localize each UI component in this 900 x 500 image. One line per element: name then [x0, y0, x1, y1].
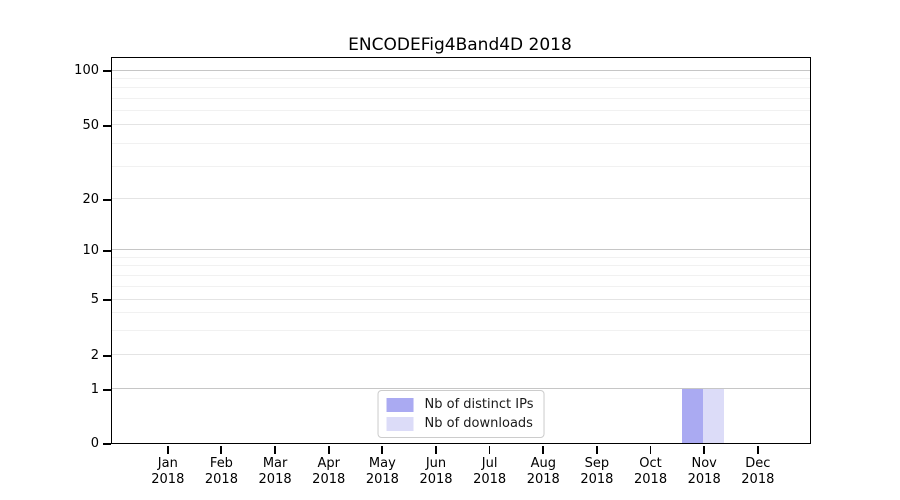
gridline-100: [112, 69, 810, 71]
y-tick-label-0: 0: [90, 435, 99, 451]
x-tick-month: Feb: [209, 455, 233, 471]
x-tick-dec: [756, 445, 759, 454]
x-tick-month: Mar: [262, 455, 288, 471]
bar-distinct-ips-nov: [682, 389, 704, 443]
x-tick-month: Jul: [481, 455, 498, 471]
gridline-minor-3: [112, 329, 810, 331]
x-tick-year: 2018: [741, 471, 775, 487]
gridline-20: [112, 198, 810, 200]
x-tick-label-mar: Mar 2018: [240, 456, 310, 488]
x-tick-label-oct: Oct 2018: [616, 456, 686, 488]
gridline-minor-90: [112, 77, 810, 79]
gridline-minor-8: [112, 265, 810, 267]
x-tick-month: Nov: [691, 455, 717, 471]
y-tick-label-5: 5: [90, 291, 99, 307]
x-tick-label-may: May 2018: [347, 456, 417, 488]
x-tick-year: 2018: [365, 471, 399, 487]
gridline-minor-4: [112, 312, 810, 314]
x-tick-sep: [595, 445, 598, 454]
gridline-minor-70: [112, 97, 810, 99]
legend-item-distinct-ips: Nb of distinct IPs: [386, 397, 534, 412]
x-tick-label-nov: Nov 2018: [669, 456, 739, 488]
x-tick-month: Dec: [745, 455, 771, 471]
y-tick-label-10: 10: [82, 242, 99, 258]
legend: Nb of distinct IPs Nb of downloads: [377, 390, 545, 438]
x-tick-year: 2018: [312, 471, 346, 487]
y-tick-label-20: 20: [82, 191, 99, 207]
gridline-5: [112, 298, 810, 300]
x-tick-year: 2018: [151, 471, 185, 487]
y-tick-label-100: 100: [74, 62, 99, 78]
gridline-minor-80: [112, 87, 810, 89]
gridline-1: [112, 388, 810, 390]
x-tick-jan: [166, 445, 169, 454]
x-tick-label-jun: Jun 2018: [401, 456, 471, 488]
y-tick-label-1: 1: [90, 381, 99, 397]
y-tick-label-50: 50: [82, 117, 99, 133]
bar-downloads-nov: [703, 389, 725, 443]
x-tick-year: 2018: [204, 471, 238, 487]
x-tick-label-aug: Aug 2018: [508, 456, 578, 488]
x-tick-month: Oct: [639, 455, 662, 471]
x-tick-may: [381, 445, 384, 454]
y-tick-0: [103, 442, 111, 445]
x-tick-year: 2018: [473, 471, 507, 487]
gridline-minor-7: [112, 274, 810, 276]
x-tick-year: 2018: [687, 471, 721, 487]
legend-swatch-downloads: [386, 416, 414, 431]
y-tick-label-2: 2: [90, 347, 99, 363]
x-tick-apr: [327, 445, 330, 454]
gridline-2: [112, 354, 810, 356]
gridline-minor-6: [112, 285, 810, 287]
x-tick-feb: [220, 445, 223, 454]
y-tick-20: [103, 198, 111, 201]
x-tick-label-jan: Jan 2018: [133, 456, 203, 488]
x-tick-month: Jun: [425, 455, 447, 471]
legend-item-downloads: Nb of downloads: [386, 416, 534, 431]
x-tick-month: Sep: [584, 455, 610, 471]
x-tick-month: Apr: [317, 455, 340, 471]
x-tick-month: May: [368, 455, 396, 471]
y-tick-2: [103, 354, 111, 357]
gridline-minor-40: [112, 142, 810, 144]
y-tick-10: [103, 249, 111, 252]
x-tick-label-sep: Sep 2018: [562, 456, 632, 488]
x-tick-year: 2018: [419, 471, 453, 487]
x-tick-month: Aug: [530, 455, 556, 471]
x-tick-label-dec: Dec 2018: [723, 456, 793, 488]
x-tick-year: 2018: [526, 471, 560, 487]
y-tick-100: [103, 69, 111, 72]
x-tick-mar: [274, 445, 276, 454]
plot-area: Nb of distinct IPs Nb of downloads: [111, 57, 811, 444]
x-tick-oct: [649, 445, 652, 454]
y-tick-50: [103, 124, 111, 127]
x-tick-year: 2018: [258, 471, 292, 487]
legend-label-distinct-ips: Nb of distinct IPs: [424, 397, 534, 412]
gridline-minor-30: [112, 165, 810, 167]
legend-label-downloads: Nb of downloads: [424, 416, 533, 431]
y-tick-5: [103, 298, 111, 301]
x-tick-jun: [435, 445, 437, 454]
x-tick-nov: [703, 445, 705, 454]
x-tick-jul: [488, 445, 491, 454]
gridline-minor-9: [112, 256, 810, 258]
gridline-minor-60: [112, 110, 810, 112]
x-tick-label-apr: Apr 2018: [294, 456, 364, 488]
x-tick-label-feb: Feb 2018: [186, 456, 256, 488]
gridline-10: [112, 249, 810, 251]
legend-swatch-distinct-ips: [386, 397, 414, 412]
x-tick-label-jul: Jul 2018: [455, 456, 525, 488]
x-tick-year: 2018: [580, 471, 614, 487]
y-tick-1: [103, 388, 111, 391]
chart-title: ENCODEFig4Band4D 2018: [348, 35, 572, 55]
x-tick-month: Jan: [157, 455, 178, 471]
x-tick-aug: [542, 445, 545, 454]
gridline-50: [112, 124, 810, 126]
x-tick-year: 2018: [634, 471, 668, 487]
